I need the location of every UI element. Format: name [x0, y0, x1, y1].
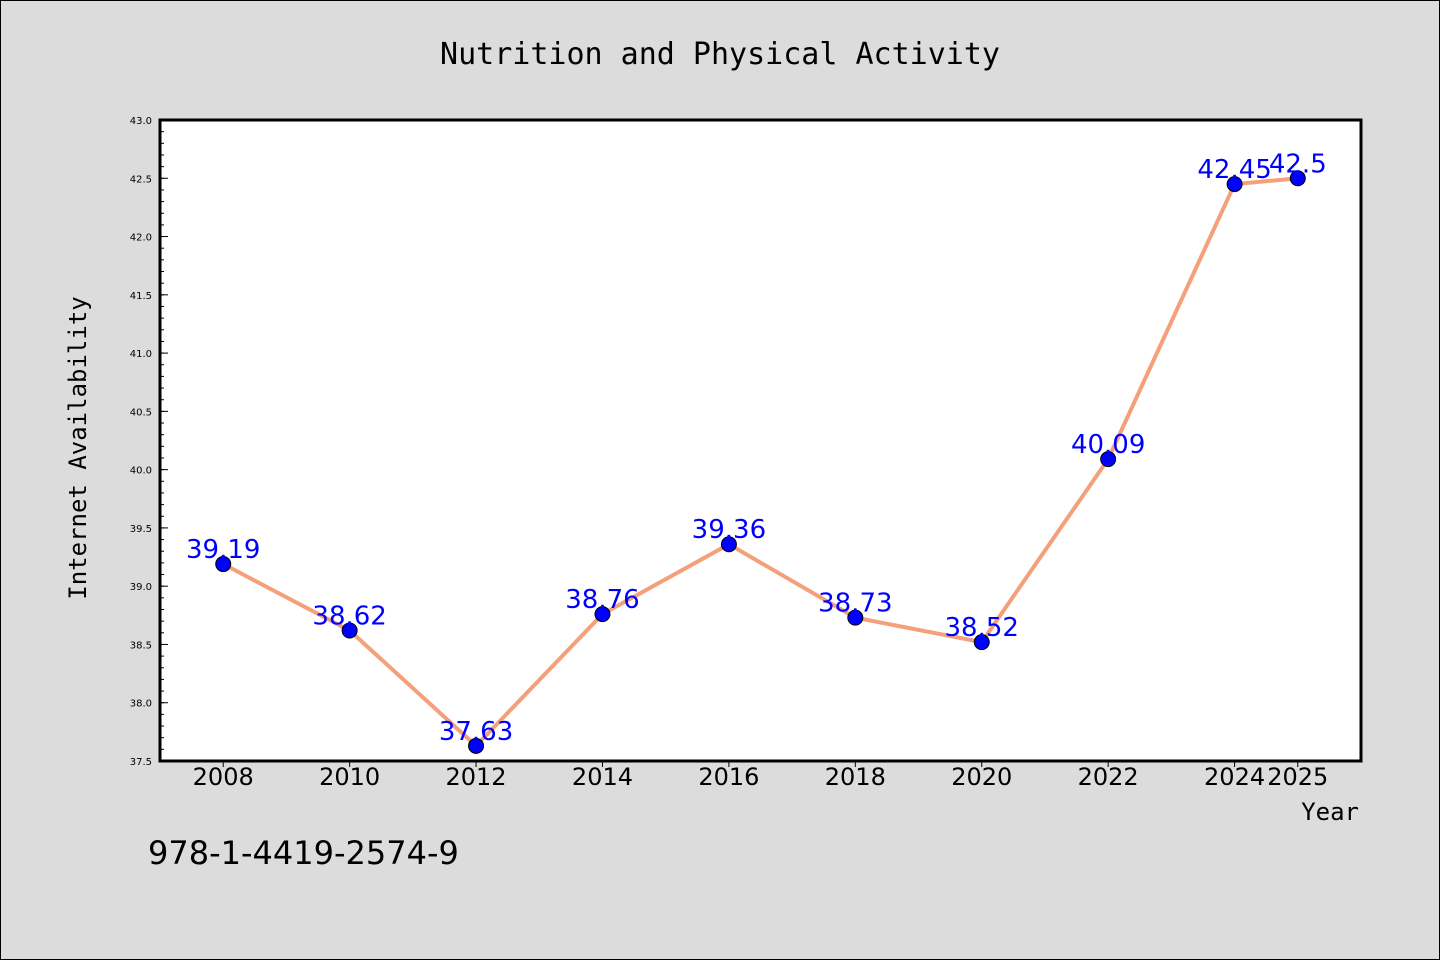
series-group: [215, 170, 1306, 754]
data-label: 42.45: [1197, 155, 1271, 185]
data-label: 38.52: [945, 613, 1019, 643]
data-labels-group: 39.19 38.62 37.63 38.76 39.36 38.73 38.52 40.09…: [186, 149, 1327, 747]
y-tick-label: 37.5: [130, 757, 152, 768]
data-point: [215, 556, 232, 573]
x-axis-title: Year: [1301, 798, 1359, 826]
y-tick-label: 39.5: [130, 524, 152, 535]
data-point: [1289, 170, 1306, 187]
y-axis-title: Internet Availability: [64, 296, 92, 599]
data-point: [341, 622, 358, 639]
chart-title: Nutrition and Physical Activity: [440, 37, 1000, 72]
x-tick-label: 2020: [951, 763, 1012, 791]
y-tick-label: 40.0: [130, 466, 152, 477]
x-tick-label: 2022: [1078, 763, 1139, 791]
y-tick-label: 39.0: [130, 582, 152, 593]
y-tick-label: 38.0: [130, 699, 152, 710]
data-label: 39.36: [692, 515, 766, 545]
data-label: 37.63: [439, 717, 513, 747]
data-label: 40.09: [1071, 430, 1145, 460]
data-label: 42.5: [1269, 149, 1327, 179]
y-tick-label: 42.5: [130, 174, 152, 185]
data-point: [468, 737, 485, 754]
series-line: [221, 176, 1300, 748]
data-label: 38.62: [312, 601, 386, 631]
x-tick-label: 2014: [572, 763, 633, 791]
data-point: [973, 634, 990, 651]
data-point: [1226, 176, 1243, 193]
y-tick-label: 42.0: [130, 233, 152, 244]
data-point: [847, 609, 864, 626]
x-tick-label: 2018: [825, 763, 886, 791]
y-tick-label: 43.0: [130, 116, 152, 127]
y-tick-label: 41.0: [130, 349, 152, 360]
y-tick-label: 38.5: [130, 640, 152, 651]
data-label: 39.19: [186, 535, 260, 565]
data-point: [1100, 451, 1117, 468]
data-label: 38.76: [565, 585, 639, 615]
y-tick-label: 41.5: [130, 291, 152, 302]
x-tick-label: 2008: [193, 763, 254, 791]
x-tick-label: 2010: [319, 763, 380, 791]
x-tick-label: 2024: [1204, 763, 1265, 791]
y-tick-label: 40.5: [130, 407, 152, 418]
data-label: 38.73: [818, 589, 892, 619]
data-point: [720, 536, 737, 553]
isbn-text: 978-1-4419-2574-9: [148, 834, 459, 872]
data-point: [594, 606, 611, 623]
x-tick-label: 2025: [1267, 763, 1328, 791]
x-axis: 2008 2010 2012 2014 2016 2018 2020 2022 2024 2025: [193, 761, 1328, 791]
plot-area: [158, 118, 1363, 763]
x-tick-label: 2016: [698, 763, 759, 791]
y-axis: 37.5 38.0 38.5 39.0 39.5 40.0 40.5 41.0 41.5 42.0…: [130, 116, 168, 768]
x-tick-label: 2012: [446, 763, 507, 791]
